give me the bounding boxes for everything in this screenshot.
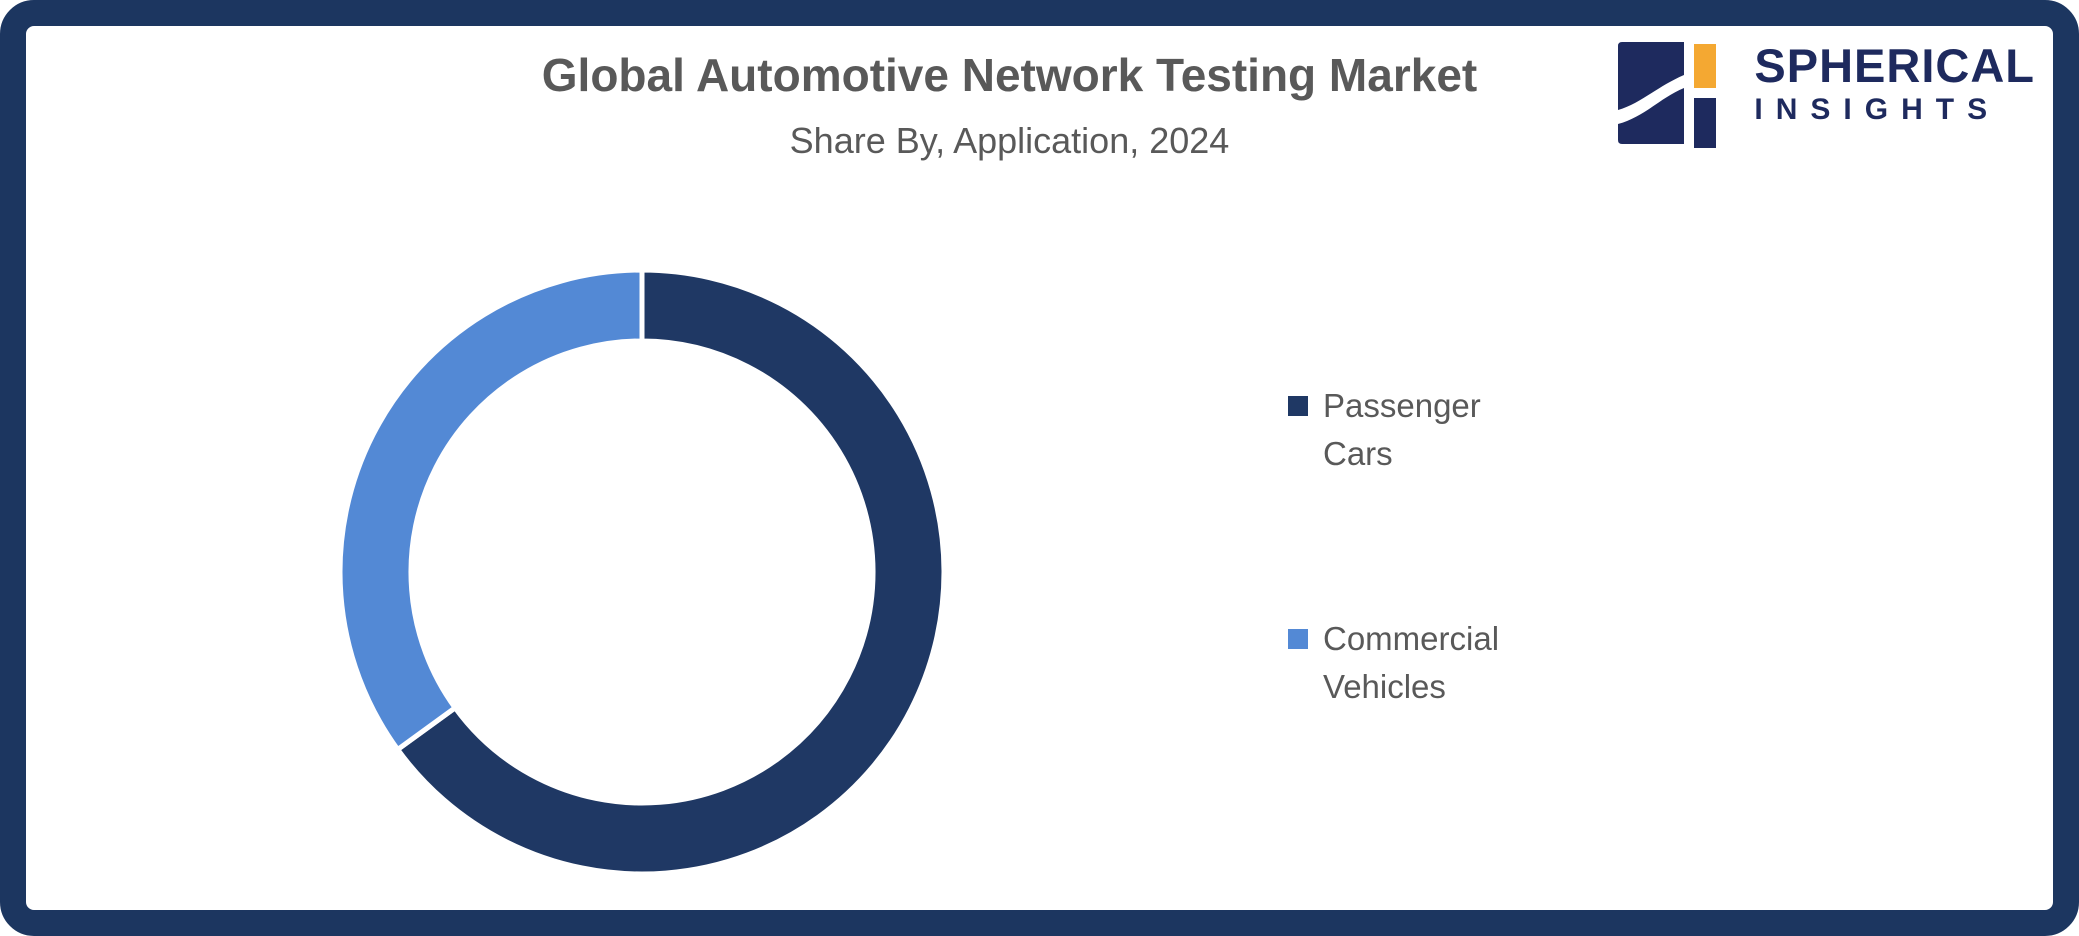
- title-block: Global Automotive Network Testing Market…: [0, 48, 2079, 162]
- donut-slice-commercial-vehicles: [337, 267, 645, 754]
- logo-wordmark-main: SPHERICAL: [1754, 39, 2035, 92]
- donut-slice-passenger-cars: [394, 267, 947, 877]
- legend-item-commercial-vehicles: Commercial Vehicles: [1288, 615, 1538, 711]
- legend-swatch-commercial-vehicles-icon: [1288, 629, 1308, 649]
- chart-subtitle: Share By, Application, 2024: [789, 120, 1230, 161]
- brand-logo: SPHERICAL INSIGHTS: [1618, 42, 2035, 153]
- logo-mark-icon: [1618, 42, 1740, 153]
- donut-chart: [322, 252, 962, 892]
- logo-wordmark: SPHERICAL INSIGHTS: [1754, 42, 2035, 125]
- chart-title: Global Automotive Network Testing Market: [541, 49, 1478, 101]
- logo-wordmark-sub: INSIGHTS: [1754, 93, 2001, 126]
- legend-item-passenger-cars: Passenger Cars: [1288, 382, 1538, 478]
- legend-item-label: Commercial Vehicles: [1323, 620, 1500, 705]
- legend-swatch-passenger-cars-icon: [1288, 396, 1308, 416]
- legend-item-label: Passenger Cars: [1323, 387, 1481, 472]
